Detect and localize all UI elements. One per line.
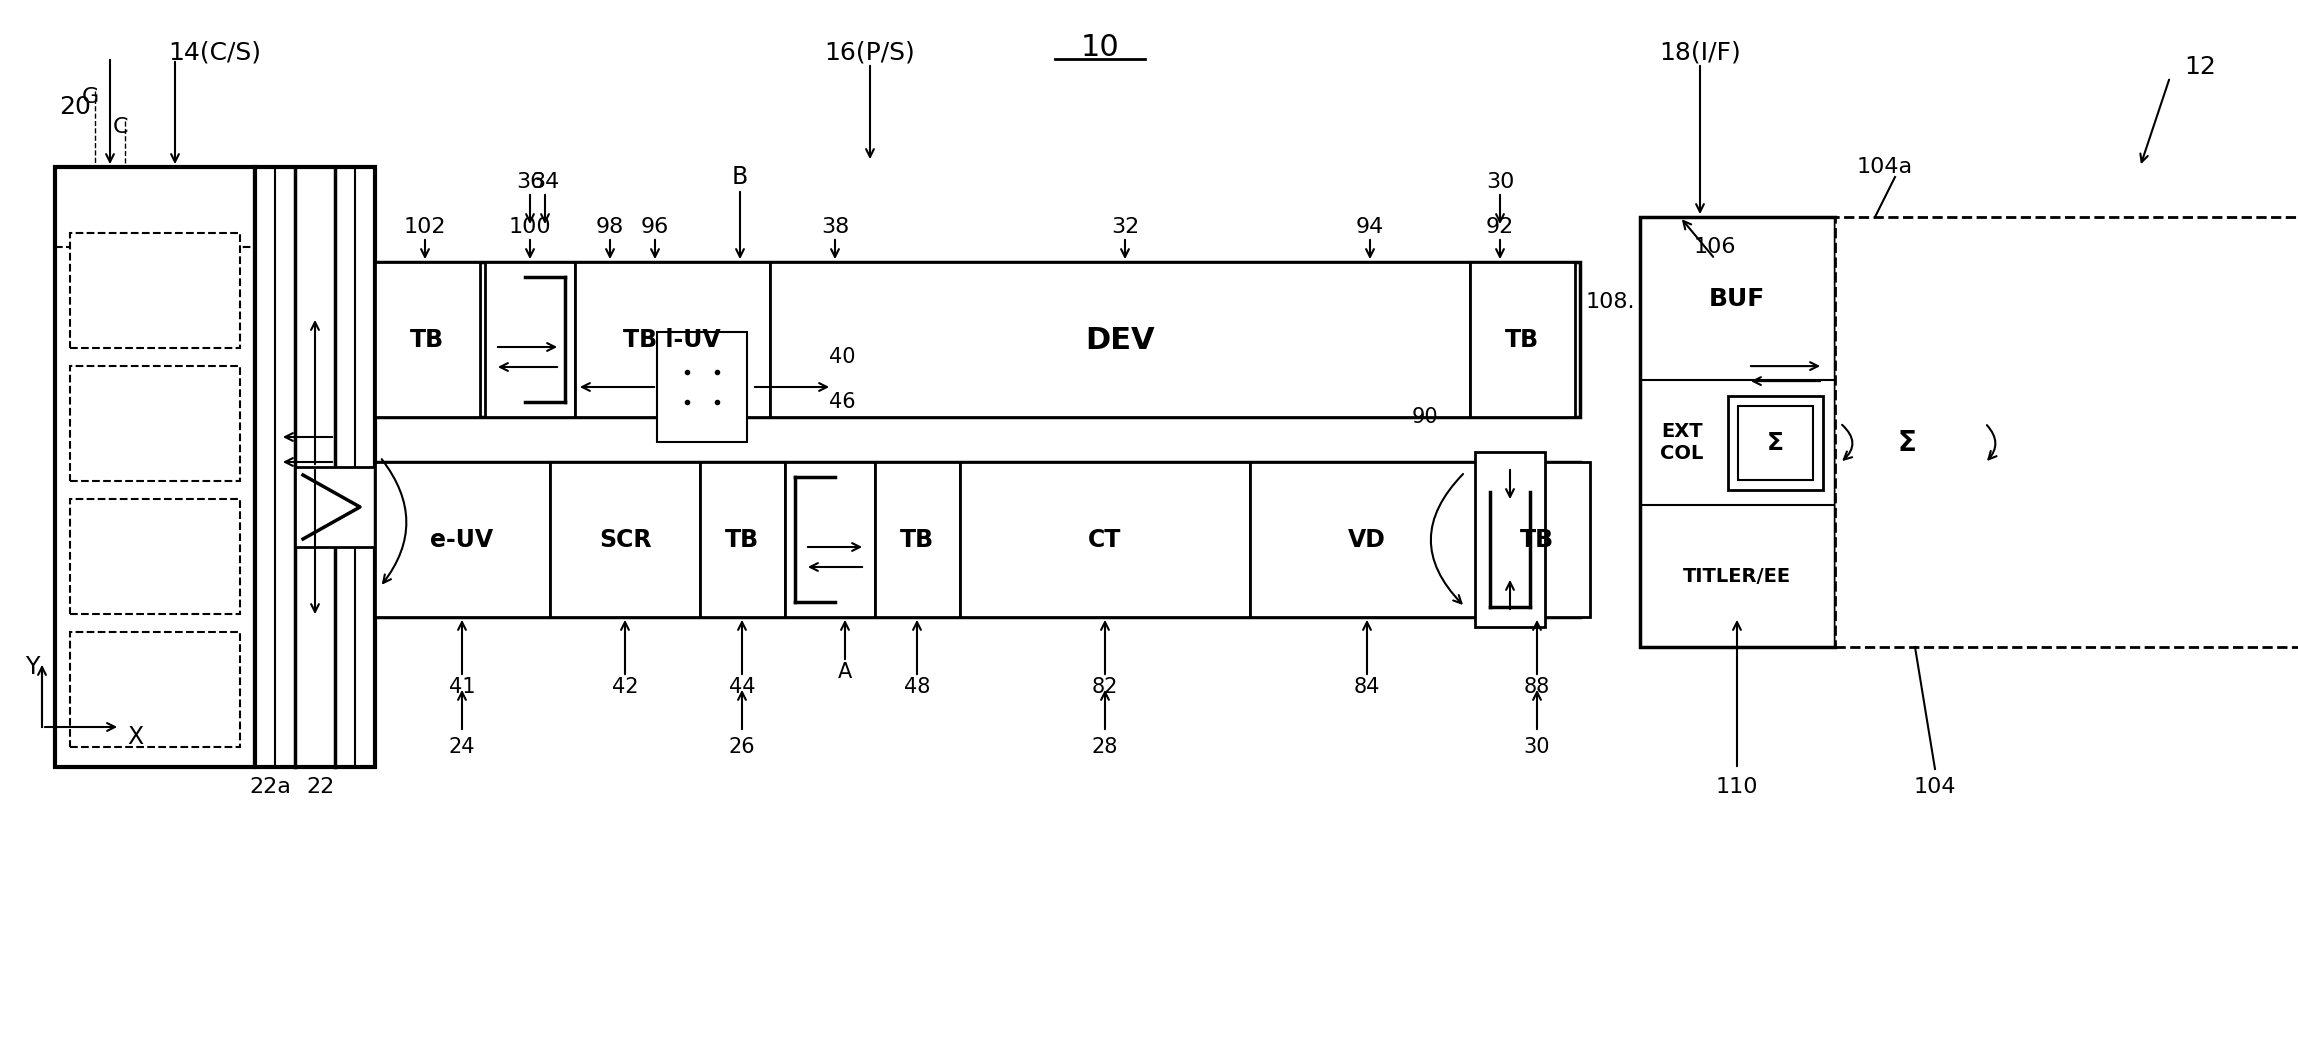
Text: 104: 104 xyxy=(1914,777,1956,797)
Bar xyxy=(375,463,549,617)
Bar xyxy=(1641,217,1836,647)
Text: 44: 44 xyxy=(728,677,756,697)
Bar xyxy=(786,463,876,617)
Text: TB: TB xyxy=(724,528,758,552)
Text: C: C xyxy=(113,117,129,137)
Text: 18(I/F): 18(I/F) xyxy=(1659,40,1742,64)
Bar xyxy=(69,632,239,747)
Text: VD: VD xyxy=(1349,528,1386,552)
Bar xyxy=(1836,391,1981,495)
Text: 96: 96 xyxy=(641,217,669,237)
Text: Σ: Σ xyxy=(1767,431,1783,455)
Text: 98: 98 xyxy=(595,217,625,237)
Text: 88: 88 xyxy=(1524,677,1551,697)
Text: 22a: 22a xyxy=(248,777,292,797)
Text: 41: 41 xyxy=(448,677,476,697)
Text: 34: 34 xyxy=(531,172,558,192)
Text: 46: 46 xyxy=(830,392,855,412)
Text: A: A xyxy=(839,662,853,682)
Text: 106: 106 xyxy=(1694,237,1737,257)
Text: 14(C/S): 14(C/S) xyxy=(168,40,262,64)
Text: 108.: 108. xyxy=(1586,292,1634,312)
Text: Y: Y xyxy=(25,655,39,679)
Text: TB: TB xyxy=(409,328,444,352)
Text: TB: TB xyxy=(1519,528,1553,552)
Text: SCR: SCR xyxy=(600,528,650,552)
Text: 38: 38 xyxy=(820,217,850,237)
Bar xyxy=(549,463,701,617)
Text: 40: 40 xyxy=(830,347,855,367)
Text: 92: 92 xyxy=(1487,217,1514,237)
Text: 90: 90 xyxy=(1411,407,1439,427)
Text: DEV: DEV xyxy=(1085,326,1156,355)
Text: 36: 36 xyxy=(515,172,545,192)
Bar xyxy=(255,167,375,767)
Text: TB i-UV: TB i-UV xyxy=(623,328,722,352)
Bar xyxy=(657,332,747,442)
Bar xyxy=(961,463,1250,617)
Bar xyxy=(1836,217,2298,647)
Bar xyxy=(1250,463,1485,617)
Text: TITLER/EE: TITLER/EE xyxy=(1682,566,1790,586)
Text: 12: 12 xyxy=(2183,55,2215,79)
Text: 16(P/S): 16(P/S) xyxy=(825,40,915,64)
Bar xyxy=(1475,452,1544,627)
Text: B: B xyxy=(731,165,749,189)
Bar xyxy=(69,499,239,614)
Text: 30: 30 xyxy=(1487,172,1514,192)
Text: TB: TB xyxy=(901,528,933,552)
Bar xyxy=(375,262,1581,417)
Text: 30: 30 xyxy=(1524,737,1551,757)
Bar xyxy=(1737,407,1813,480)
Bar xyxy=(69,366,239,481)
Text: 10: 10 xyxy=(1080,32,1119,61)
Bar xyxy=(1848,403,1967,483)
Text: 94: 94 xyxy=(1356,217,1383,237)
Text: 20: 20 xyxy=(60,95,92,119)
Bar xyxy=(1728,396,1822,491)
Text: EXT
COL: EXT COL xyxy=(1661,422,1703,464)
Bar xyxy=(770,262,1471,417)
Bar xyxy=(375,262,480,417)
Bar xyxy=(701,463,786,617)
Text: 48: 48 xyxy=(903,677,931,697)
Text: e-UV: e-UV xyxy=(430,528,494,552)
Bar xyxy=(55,167,255,767)
Bar xyxy=(69,233,239,348)
Bar xyxy=(876,463,961,617)
Text: G: G xyxy=(80,87,99,107)
Text: CT: CT xyxy=(1089,528,1121,552)
Text: 110: 110 xyxy=(1717,777,1758,797)
Text: 22: 22 xyxy=(306,777,333,797)
Text: 82: 82 xyxy=(1092,677,1119,697)
Bar xyxy=(375,463,1581,617)
Text: 102: 102 xyxy=(404,217,446,237)
Text: 32: 32 xyxy=(1110,217,1140,237)
Bar xyxy=(1471,262,1574,417)
Text: TB: TB xyxy=(1505,328,1540,352)
Bar xyxy=(574,262,770,417)
Text: 28: 28 xyxy=(1092,737,1119,757)
Text: 26: 26 xyxy=(728,737,756,757)
Text: Σ: Σ xyxy=(1898,429,1917,457)
Text: 100: 100 xyxy=(508,217,552,237)
Text: 84: 84 xyxy=(1354,677,1381,697)
Text: X: X xyxy=(126,725,142,749)
Bar xyxy=(1485,463,1590,617)
Text: 104a: 104a xyxy=(1857,157,1912,177)
Bar xyxy=(294,467,375,546)
Text: 42: 42 xyxy=(611,677,639,697)
Text: 24: 24 xyxy=(448,737,476,757)
Bar xyxy=(485,262,574,417)
Text: BUF: BUF xyxy=(1710,286,1765,311)
